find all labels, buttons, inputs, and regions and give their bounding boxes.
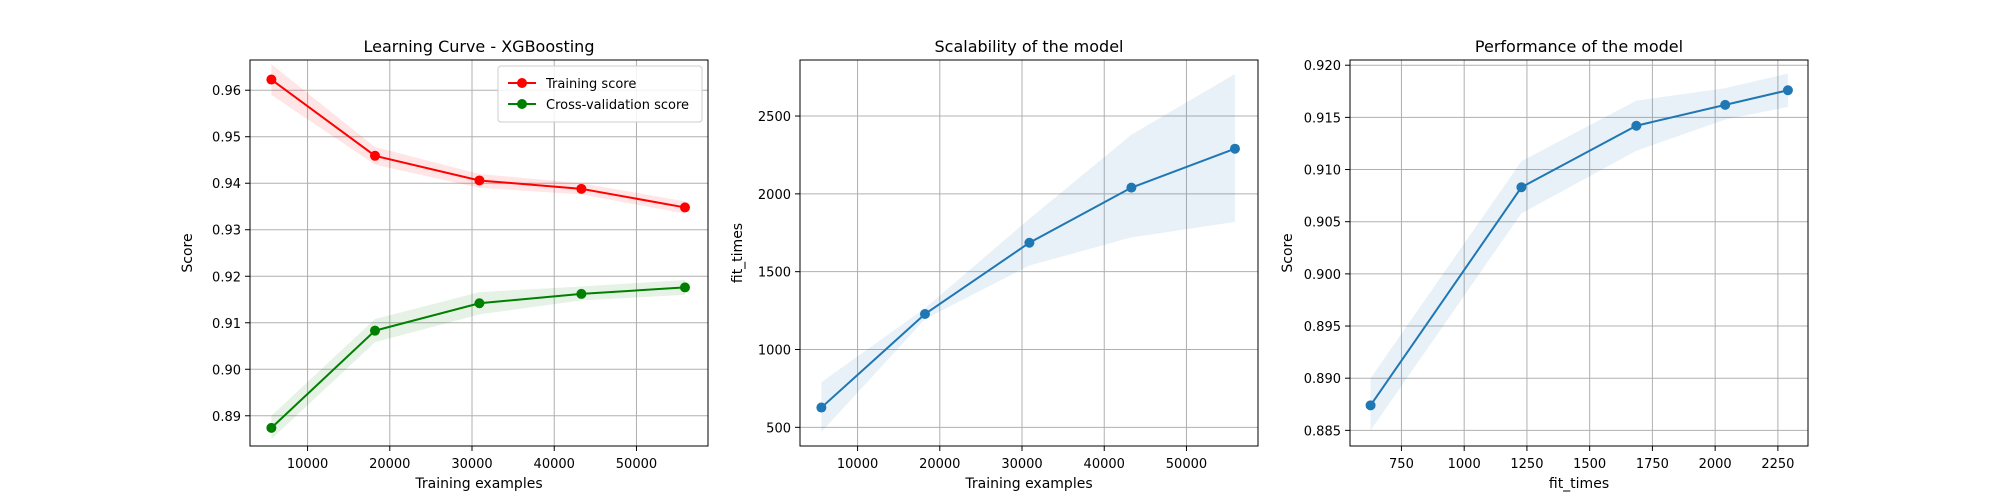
y-tick-label: 0.920 [1304, 59, 1341, 74]
x-tick-label: 40000 [1084, 457, 1125, 472]
x-tick-label: 30000 [1001, 457, 1042, 472]
performance-panel: 750 1000 1250 1500 1750 2000 2250 0.885 0.890 0.8… [1280, 37, 1809, 492]
series-point [816, 402, 827, 413]
training-score-point [369, 150, 380, 161]
series-point [1365, 400, 1376, 411]
y-tick-label: 0.900 [1304, 268, 1341, 283]
x-tick-label: 10000 [837, 457, 878, 472]
y-tick-label: 0.910 [1304, 164, 1341, 179]
cross-validation-score-point [369, 325, 380, 336]
plot-frame [799, 59, 1259, 447]
y-tick-label: 1000 [758, 344, 791, 359]
y-tick-label: 0.94 [212, 177, 241, 192]
y-axis-label: fit_times [730, 223, 746, 283]
y-tick-label: 0.90 [212, 363, 241, 378]
y-tick-label: 0.92 [212, 270, 241, 285]
y-tick-label: 2500 [758, 110, 791, 125]
x-tick-label: 10000 [287, 457, 328, 472]
y-tick-label: 500 [766, 421, 791, 436]
cross-validation-score-std-band [271, 279, 685, 440]
training-score-point [474, 175, 485, 186]
legend-marker [517, 99, 527, 109]
series-point [919, 309, 930, 320]
y-tick-label: 0.895 [1304, 320, 1341, 335]
x-tick-label: 1250 [1510, 457, 1543, 472]
x-tick-label: 750 [1389, 457, 1414, 472]
series-std-band [1370, 73, 1788, 431]
series-point [1126, 182, 1137, 193]
series-point [1720, 99, 1731, 110]
x-axis-label: fit_times [1549, 476, 1609, 492]
y-tick-label: 0.91 [212, 317, 241, 332]
training-score-point [679, 202, 690, 213]
y-tick-label: 0.890 [1304, 372, 1341, 387]
x-tick-label: 40000 [534, 457, 575, 472]
legend-box [497, 65, 703, 123]
series-point [1631, 120, 1642, 131]
cross-validation-score-point [474, 298, 485, 309]
legend-label: Cross-validation score [546, 98, 689, 113]
plot-frame [249, 59, 709, 447]
x-tick-label: 1750 [1636, 457, 1669, 472]
series-point [1229, 143, 1240, 154]
cross-validation-score-point [679, 282, 690, 293]
chart-title: Performance of the model [1475, 37, 1683, 56]
series-point [1024, 237, 1035, 248]
y-tick-label: 1500 [758, 266, 791, 281]
x-tick-label: 20000 [919, 457, 960, 472]
legend-marker [517, 78, 527, 88]
chart-title: Learning Curve - XGBoosting [364, 37, 595, 56]
chart-title: Scalability of the model [935, 37, 1124, 56]
x-tick-label: 20000 [369, 457, 410, 472]
x-tick-label: 2250 [1761, 457, 1794, 472]
y-tick-label: 0.915 [1304, 111, 1341, 126]
chart-legend: Training score Cross-validation score [497, 65, 703, 123]
training-score-point [576, 183, 587, 194]
y-tick-label: 0.93 [212, 224, 241, 239]
x-tick-label: 1000 [1448, 457, 1481, 472]
y-tick-label: 0.885 [1304, 424, 1341, 439]
y-axis-label: Score [180, 233, 196, 272]
y-tick-label: 0.96 [212, 84, 241, 99]
legend-label: Training score [545, 77, 636, 92]
x-tick-label: 50000 [616, 457, 657, 472]
y-tick-label: 0.905 [1304, 216, 1341, 231]
y-tick-label: 2000 [758, 188, 791, 203]
series-point [1782, 85, 1793, 96]
series-point [1516, 182, 1527, 193]
series-std-band [821, 74, 1235, 432]
x-tick-label: 1500 [1573, 457, 1606, 472]
x-tick-label: 30000 [451, 457, 492, 472]
y-tick-label: 0.95 [212, 131, 241, 146]
cross-validation-score-point [266, 422, 277, 433]
plot-frame [1349, 59, 1809, 447]
x-axis-label: Training examples [414, 476, 542, 492]
y-tick-label: 0.89 [212, 410, 241, 425]
cross-validation-score-point [576, 288, 587, 299]
learning-curve-panel: 10000 20000 30000 40000 50000 0.89 0.90 0.91 0.9… [180, 37, 709, 492]
x-tick-label: 50000 [1166, 457, 1207, 472]
x-tick-label: 2000 [1699, 457, 1732, 472]
training-score-point [266, 74, 277, 85]
x-axis-label: Training examples [964, 476, 1092, 492]
y-axis-label: Score [1280, 233, 1296, 272]
scalability-panel: 10000 20000 30000 40000 50000 500 1000 1500 2000… [730, 37, 1259, 492]
